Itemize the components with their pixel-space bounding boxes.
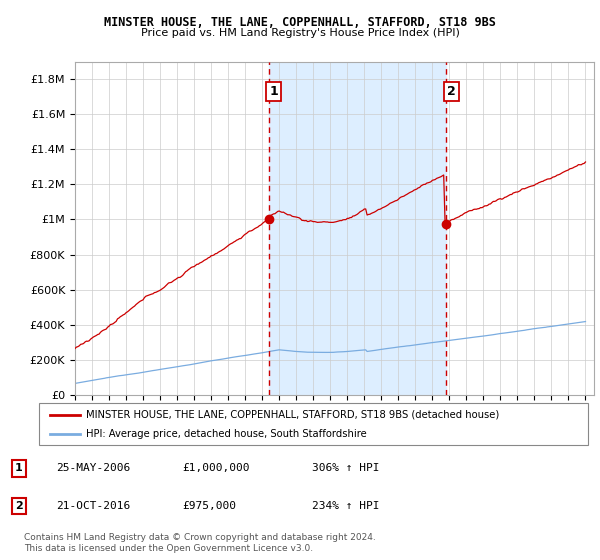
Text: HPI: Average price, detached house, South Staffordshire: HPI: Average price, detached house, Sout… (86, 429, 367, 439)
Text: 1: 1 (269, 85, 278, 98)
FancyBboxPatch shape (39, 403, 588, 445)
Text: 1: 1 (15, 463, 23, 473)
Text: 21-OCT-2016: 21-OCT-2016 (56, 501, 130, 511)
Text: 2: 2 (446, 85, 455, 98)
Text: MINSTER HOUSE, THE LANE, COPPENHALL, STAFFORD, ST18 9BS: MINSTER HOUSE, THE LANE, COPPENHALL, STA… (104, 16, 496, 29)
Text: 306% ↑ HPI: 306% ↑ HPI (312, 463, 379, 473)
Text: £975,000: £975,000 (182, 501, 236, 511)
Text: 234% ↑ HPI: 234% ↑ HPI (312, 501, 379, 511)
Text: 2: 2 (15, 501, 23, 511)
Text: Price paid vs. HM Land Registry's House Price Index (HPI): Price paid vs. HM Land Registry's House … (140, 28, 460, 38)
Text: 25-MAY-2006: 25-MAY-2006 (56, 463, 130, 473)
Bar (269, 62, 446, 395)
Text: Contains HM Land Registry data © Crown copyright and database right 2024.
This d: Contains HM Land Registry data © Crown c… (24, 533, 376, 553)
Text: MINSTER HOUSE, THE LANE, COPPENHALL, STAFFORD, ST18 9BS (detached house): MINSTER HOUSE, THE LANE, COPPENHALL, STA… (86, 409, 499, 419)
Text: £1,000,000: £1,000,000 (182, 463, 250, 473)
